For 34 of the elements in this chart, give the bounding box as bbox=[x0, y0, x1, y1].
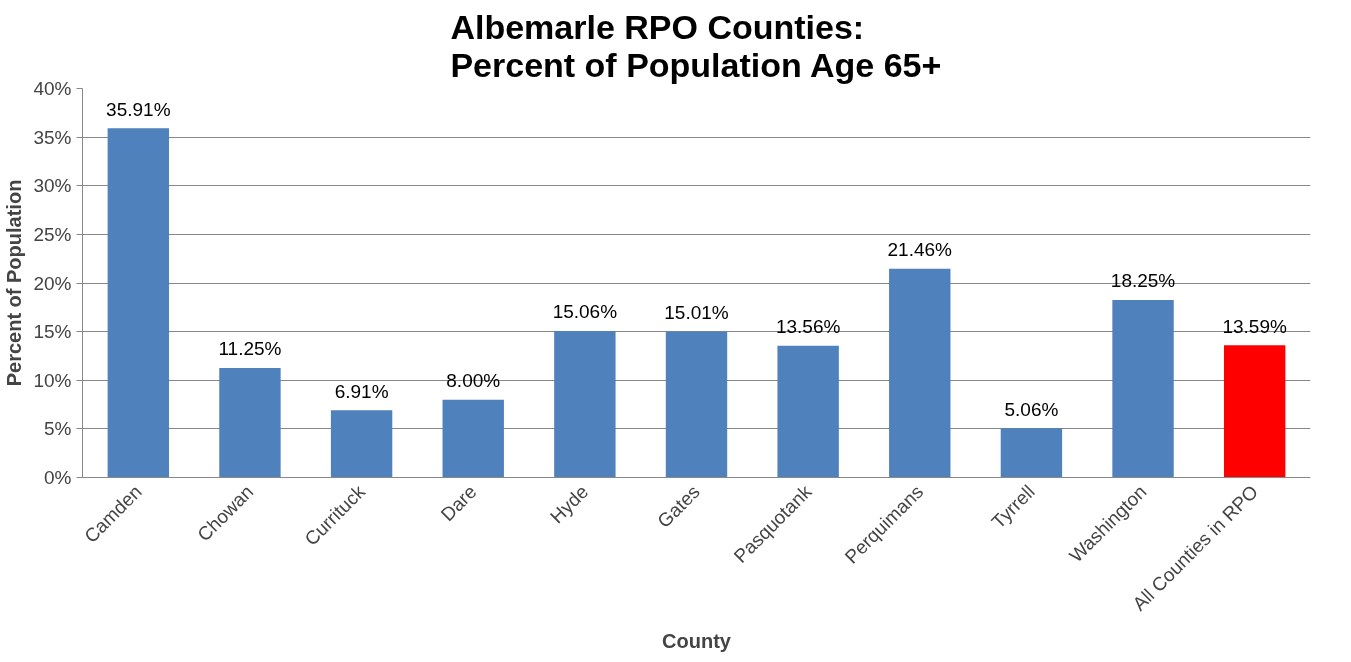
bar bbox=[442, 399, 504, 478]
data-label: 6.91% bbox=[334, 380, 389, 402]
y-tick-label: 35% bbox=[33, 126, 72, 148]
data-label: 35.91% bbox=[106, 98, 171, 120]
y-tick-label: 10% bbox=[33, 369, 72, 391]
data-label: 13.59% bbox=[1222, 315, 1288, 337]
x-axis-title: County bbox=[662, 630, 732, 653]
data-label: 15.06% bbox=[552, 301, 618, 323]
bar bbox=[1000, 428, 1063, 478]
data-label: 11.25% bbox=[218, 338, 282, 360]
y-tick-label: 15% bbox=[33, 321, 72, 343]
chart-title: Albemarle RPO Counties: Percent of Population Age 65+ bbox=[450, 7, 942, 84]
y-tick-label: 40% bbox=[33, 78, 72, 99]
data-label: 15.01% bbox=[664, 301, 729, 323]
y-tick-label: 30% bbox=[33, 175, 72, 197]
bar bbox=[889, 268, 951, 478]
bar bbox=[1112, 300, 1174, 478]
data-label: 21.46% bbox=[887, 239, 953, 261]
y-tick-label: 20% bbox=[33, 272, 72, 294]
bar bbox=[1223, 345, 1286, 478]
bar bbox=[665, 331, 728, 478]
y-axis-title: Percent of Population bbox=[3, 179, 26, 387]
y-tick-label: 0% bbox=[44, 467, 72, 488]
bar bbox=[107, 128, 170, 478]
data-label: 8.00% bbox=[446, 369, 501, 391]
data-label: 13.56% bbox=[775, 315, 841, 337]
y-tick-label: 5% bbox=[44, 418, 72, 440]
bar bbox=[330, 410, 393, 478]
y-tick-label: 25% bbox=[33, 223, 72, 245]
bar bbox=[777, 345, 839, 478]
data-label: 5.06% bbox=[1004, 398, 1059, 420]
data-label: 18.25% bbox=[1110, 270, 1176, 292]
bar bbox=[219, 368, 281, 478]
bar bbox=[554, 331, 616, 478]
